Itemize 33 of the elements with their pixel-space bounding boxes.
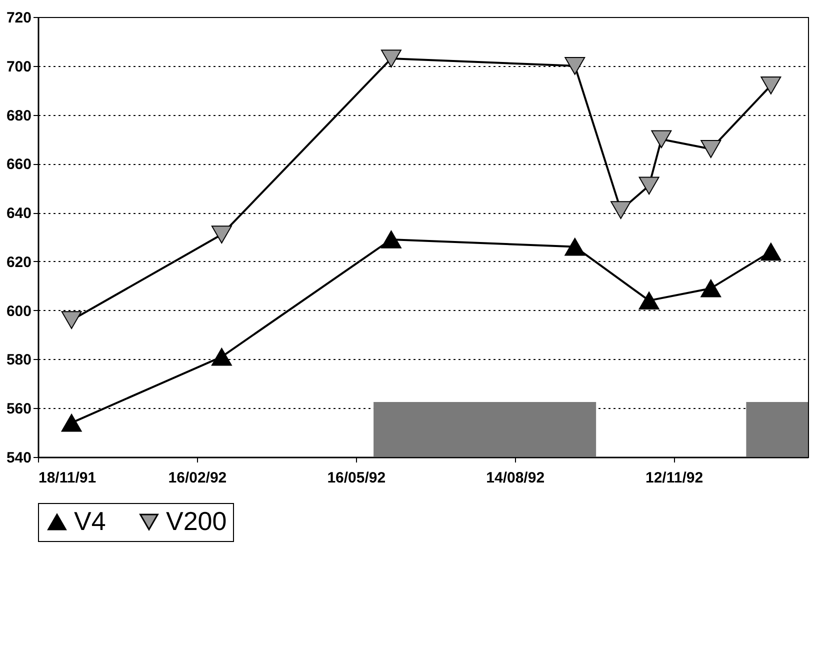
point [61, 414, 82, 432]
point [700, 140, 722, 158]
y-tick-label: 540 [6, 450, 32, 466]
point [380, 50, 402, 68]
point [211, 348, 232, 366]
point [211, 226, 232, 244]
point [564, 56, 586, 75]
point [700, 279, 722, 298]
x-tick-label: 16/02/92 [168, 470, 227, 486]
x-tick-label: 12/11/92 [646, 470, 704, 486]
point [638, 292, 660, 310]
y-tick-label: 580 [6, 352, 32, 369]
point [61, 311, 82, 330]
y-tick-label: 560 [6, 400, 32, 418]
legend-label: V4 [74, 506, 106, 536]
y-tick-label: 700 [6, 58, 32, 76]
legend-label: V200 [166, 506, 227, 536]
point [638, 176, 660, 195]
y-tick-label: 640 [6, 205, 32, 222]
point [610, 201, 632, 220]
y-tick-label: 720 [6, 10, 32, 26]
point [760, 242, 782, 261]
point [760, 76, 782, 94]
point [564, 238, 586, 256]
x-tick-label: 14/08/92 [486, 470, 545, 486]
y-tick-label: 620 [6, 254, 32, 271]
x-tick-label: 16/05/92 [327, 470, 386, 486]
y-tick-label: 660 [6, 156, 32, 174]
y-tick-label: 680 [6, 107, 32, 124]
point [380, 230, 402, 248]
x-tick-label: 18/11/91 [38, 470, 96, 486]
y-tick-label: 600 [6, 302, 32, 320]
point [651, 130, 672, 148]
